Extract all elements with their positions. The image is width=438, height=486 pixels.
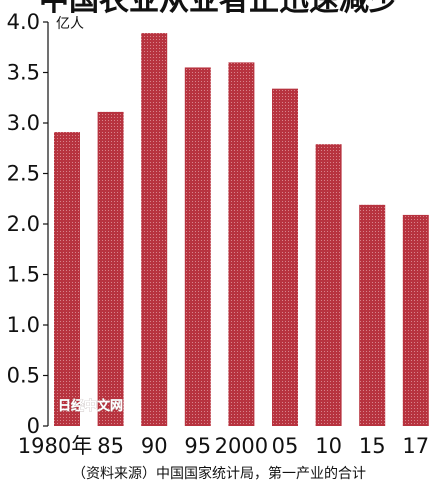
bars [54,33,429,427]
y-axis: 0 0.5 1.0 1.5 2.0 2.5 3.0 3.5 4.0 [7,10,49,438]
bar-17 [402,214,429,426]
bar-2000 [228,62,255,427]
x-tick-label: 15 [359,434,386,458]
x-axis: 1980年 85 90 95 2000 05 10 15 17 [18,434,429,458]
x-tick-label: 85 [97,434,124,458]
y-tick-label: 0.5 [7,364,40,388]
y-tick-label: 1.0 [7,313,40,337]
x-tick-label: 2000 [215,434,268,458]
watermark: 日经中文网 [58,398,123,414]
y-tick-label: 4.0 [7,10,40,34]
bar-85 [97,111,124,426]
x-tick-label: 1980年 [18,434,92,458]
y-tick-label: 1.5 [7,263,40,287]
bar-95 [184,67,211,426]
x-tick-label: 95 [184,434,211,458]
x-tick-label: 90 [141,434,168,458]
bar-10 [315,144,342,426]
y-unit-label: 亿人 [56,16,84,32]
x-tick-label: 10 [315,434,342,458]
chart-title: 中国农业从业者正迅速减少 [39,0,399,18]
bar-15 [359,204,386,426]
y-tick-label: 3.5 [7,61,40,85]
y-tick-label: 2.0 [7,212,40,236]
y-tick-label: 3.0 [7,111,40,135]
bar-05 [272,88,298,426]
x-tick-label: 17 [402,434,429,458]
y-tick-label: 0 [27,414,40,438]
bar-90 [141,33,168,427]
x-tick-label: 05 [272,434,299,458]
source-note: （资料来源）中国国家统计局，第一产业的合计 [72,465,366,482]
bar-1980年 [54,132,80,426]
y-tick-label: 2.5 [7,162,40,186]
